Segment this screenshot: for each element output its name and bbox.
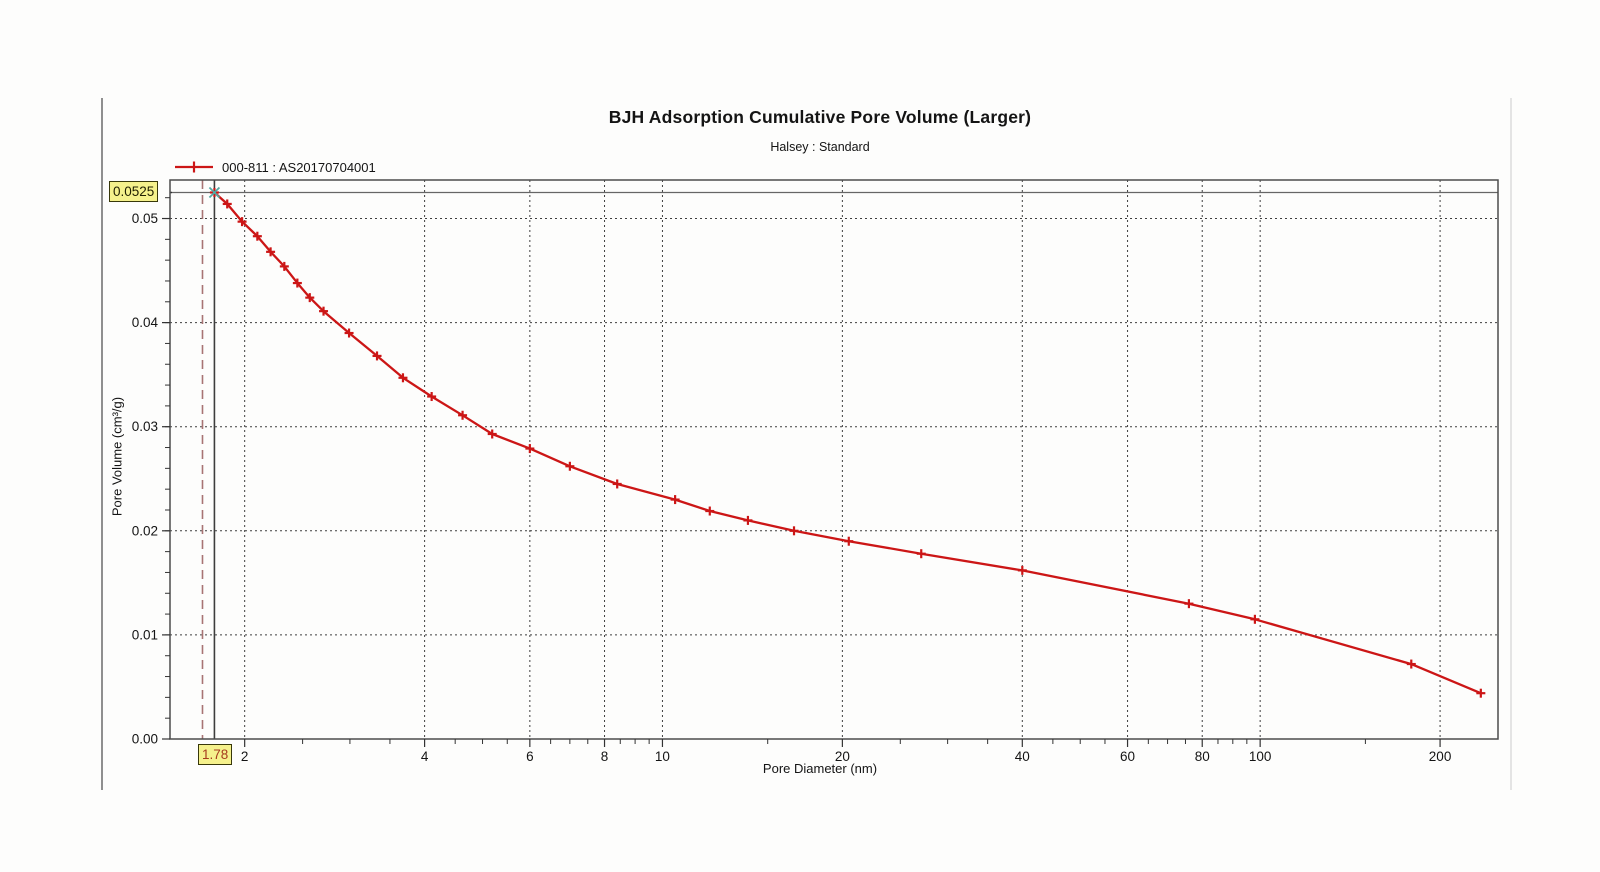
panel-edge-right — [1510, 98, 1512, 790]
x-tick-label: 60 — [1120, 749, 1135, 764]
panel-edge-left — [101, 98, 103, 790]
cursor-x-marker — [208, 186, 221, 199]
y-tick-label: 0.01 — [132, 627, 158, 642]
x-tick-label: 8 — [601, 749, 609, 764]
legend-series-label: 000-811 : AS20170704001 — [222, 159, 376, 175]
chart-title: BJH Adsorption Cumulative Pore Volume (L… — [608, 107, 1032, 127]
x-tick-label: 100 — [1249, 749, 1272, 764]
x-tick-label: 20 — [835, 749, 850, 764]
x-tick-label: 200 — [1429, 749, 1452, 764]
data-series-line — [213, 191, 1482, 695]
chart-subtitle: Halsey : Standard — [770, 140, 870, 154]
legend: 000-811 : AS20170704001 — [174, 158, 376, 176]
x-axis-title: Pore Diameter (nm) — [762, 761, 878, 776]
legend-series-marker-icon — [175, 161, 213, 173]
x-tick-label: 4 — [421, 749, 429, 764]
x-tick-label: 10 — [655, 749, 670, 764]
y-tick-label: 0.02 — [132, 523, 158, 538]
x-tick-label: 2 — [241, 749, 249, 764]
y-tick-label: 0.05 — [132, 211, 158, 226]
plot-frame — [169, 179, 1499, 740]
x-tick-label: 6 — [526, 749, 534, 764]
x-tick-label: 80 — [1195, 749, 1210, 764]
y-axis-title: Pore Volume (cm³/g) — [109, 396, 125, 517]
y-tick-label: 0.00 — [132, 732, 158, 747]
x-tick-label: 40 — [1015, 749, 1030, 764]
y-tick-label: 0.03 — [132, 419, 158, 434]
y-cursor-value-box: 0.0525 — [109, 181, 159, 202]
y-tick-label: 0.04 — [132, 315, 159, 330]
x-cursor-value-box: 1.78 — [198, 744, 233, 765]
